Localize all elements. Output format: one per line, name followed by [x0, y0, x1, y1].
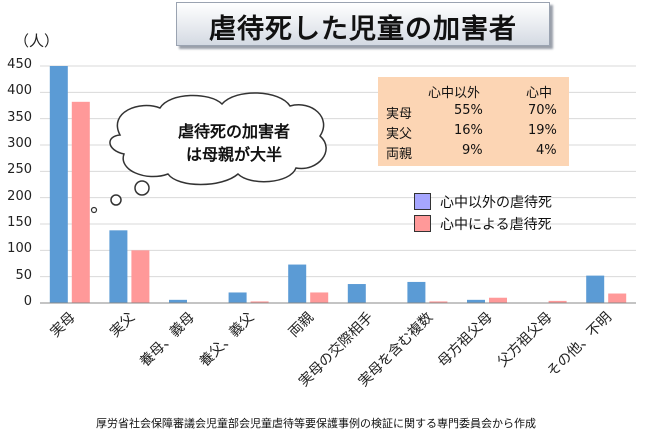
- x-tick-label: 養父、義父: [196, 309, 258, 371]
- y-tick-label: 300: [7, 136, 32, 151]
- table-header-col2: 心中: [526, 86, 553, 101]
- bars: [49, 66, 627, 304]
- percentage-table: 心中以外 心中 実母 55% 70% 実父 16% 19% 両親 9% 4%: [378, 77, 569, 166]
- source-note: 厚労省社会保障審議会児童部会児童虐待等要保護事例の検証に関する専門委員会から作成: [96, 417, 536, 430]
- bar-series1: [49, 66, 68, 303]
- y-tick-label: 250: [7, 162, 32, 178]
- table-cell: 16%: [454, 123, 483, 138]
- chart-title: 虐待死した児童の加害者: [209, 14, 517, 45]
- y-tick-label: 0: [23, 294, 32, 309]
- bar-series2: [71, 101, 90, 304]
- bar-series2: [250, 301, 269, 303]
- bar-series2: [429, 301, 448, 303]
- x-tick-label: 父方祖父母: [495, 310, 556, 371]
- bar-series2: [548, 300, 567, 303]
- callout-line-1: 虐待死の加害者: [177, 122, 290, 141]
- bar-series1: [467, 299, 485, 303]
- bar-series1: [288, 264, 307, 303]
- y-tick-label: 100: [7, 241, 32, 257]
- legend-label-series1: 心中以外の虐待死: [440, 195, 552, 211]
- bar-series1: [228, 292, 247, 303]
- y-tick-label: 200: [7, 188, 32, 204]
- table-cell: 4%: [536, 143, 557, 158]
- table-row-label: 実母: [386, 107, 413, 122]
- table-cell: 9%: [462, 143, 483, 158]
- table-header-col1: 心中以外: [428, 86, 481, 101]
- bar-series1: [109, 230, 128, 303]
- table-cell: 70%: [528, 103, 557, 118]
- x-tick-label: 両親: [286, 310, 317, 341]
- bar-series2: [489, 297, 507, 303]
- callout-text: 虐待死の加害者 は母親が大半: [134, 120, 334, 166]
- bar-series1: [347, 284, 366, 303]
- bubble-dot-small: [90, 206, 98, 214]
- y-axis-unit: （人）: [14, 32, 60, 50]
- y-tick-label: 400: [7, 83, 32, 99]
- bubble-dot-medium: [110, 194, 122, 206]
- legend-swatch-series1: [414, 193, 431, 210]
- y-tick-label: 450: [7, 57, 32, 72]
- y-tick-label: 350: [7, 109, 32, 125]
- x-tick-label: その他、不明: [544, 310, 615, 381]
- x-tick-label: 養母、義母: [136, 309, 198, 371]
- table-row-label: 両親: [386, 147, 413, 162]
- table-cell: 55%: [454, 103, 483, 118]
- legend-swatch-series2: [414, 215, 431, 232]
- table-row-label: 実父: [386, 127, 413, 142]
- bar-series1: [586, 275, 605, 303]
- title-banner: 虐待死した児童の加害者: [176, 2, 550, 46]
- bar-series2: [131, 250, 150, 303]
- bar-series2: [608, 293, 627, 303]
- table-cell: 19%: [528, 123, 557, 138]
- callout-bubble: [90, 92, 327, 214]
- x-tick-label: 母方祖父母: [435, 310, 496, 371]
- bar-series2: [310, 292, 329, 303]
- y-tick-label: 150: [7, 215, 32, 230]
- bar-series1: [169, 299, 187, 303]
- x-tick-label: 実母: [48, 310, 79, 341]
- bubble-dot-large: [134, 180, 150, 196]
- bar-series1: [407, 281, 426, 303]
- legend-label-series2: 心中による虐待死: [440, 217, 552, 233]
- x-tick-label: 実父: [107, 310, 138, 341]
- callout-line-2: は母親が大半: [185, 145, 282, 164]
- y-tick-label: 50: [15, 267, 32, 283]
